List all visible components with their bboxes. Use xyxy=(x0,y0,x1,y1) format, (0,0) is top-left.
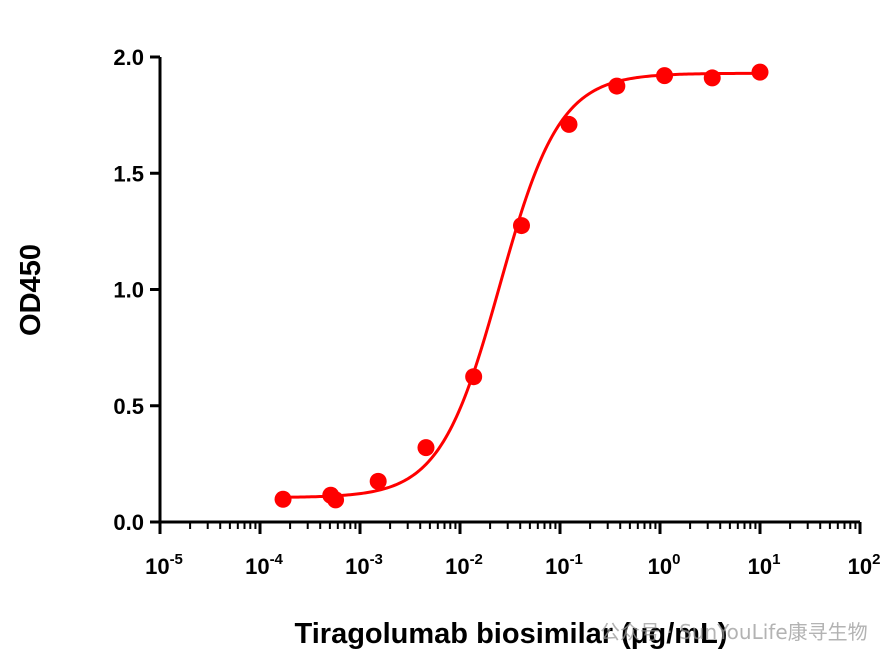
x-tick-label: 100 xyxy=(648,551,681,579)
data-point xyxy=(751,63,769,81)
data-point xyxy=(560,115,578,133)
data-point xyxy=(512,217,530,235)
x-tick-label: 10-1 xyxy=(545,551,583,579)
watermark: 公众号 · SunYouLife康寻生物 xyxy=(600,620,868,644)
data-point xyxy=(465,368,483,386)
y-tick-label: 2.0 xyxy=(113,45,144,70)
tick-labels: 0.0 0.5 1.0 1.5 2.0 10-5 10-4 10-3 10-2 10-1 100 10… xyxy=(113,45,880,579)
axes xyxy=(158,57,860,524)
x-tick-label: 102 xyxy=(848,551,881,579)
y-tick-label: 0.5 xyxy=(113,394,144,419)
y-axis-title: OD450 xyxy=(15,244,47,336)
data-point xyxy=(274,490,292,508)
data-point xyxy=(608,77,626,95)
data-point xyxy=(417,439,435,457)
data-point xyxy=(656,67,674,85)
tick-marks xyxy=(150,55,862,534)
y-tick-label: 0.0 xyxy=(113,510,144,535)
x-tick-label: 10-4 xyxy=(245,551,283,579)
y-tick-label: 1.5 xyxy=(113,161,144,186)
x-tick-label: 101 xyxy=(748,551,781,579)
x-tick-label: 10-2 xyxy=(445,551,483,579)
data-point xyxy=(322,486,340,504)
data-point xyxy=(703,69,721,87)
data-points xyxy=(274,63,769,509)
y-tick-label: 1.0 xyxy=(113,278,144,303)
x-axis-title: Tiragolumab biosimilar (μg/mL) xyxy=(295,618,728,650)
x-tick-label: 10-5 xyxy=(145,551,183,579)
x-tick-label: 10-3 xyxy=(345,551,383,579)
fitted-curve xyxy=(283,71,760,499)
data-point xyxy=(369,472,387,490)
